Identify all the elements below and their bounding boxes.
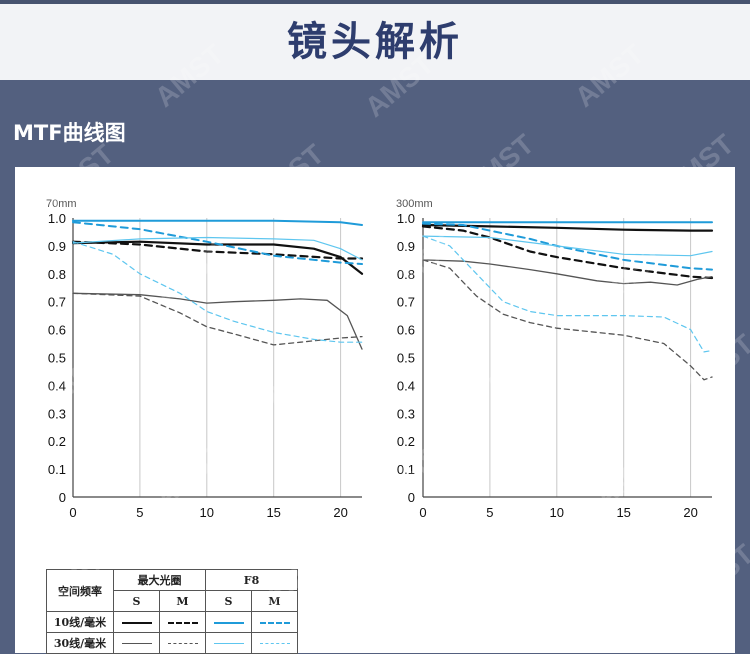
- chart-0-ytick-9: 0.9: [48, 239, 66, 254]
- section-title: MTF曲线图: [13, 121, 126, 145]
- chart-1-series-max-10-M: [421, 225, 714, 280]
- chart-0-series-max-10-M: [71, 240, 364, 260]
- chart-1-series-max-30-S: [422, 259, 713, 286]
- legend-s-f8: S: [205, 590, 252, 612]
- legend-row-10: 10线/毫米: [46, 611, 114, 633]
- chart-0-series-f8-30-M: [72, 241, 363, 343]
- chart-0-ytick-6: 0.6: [48, 323, 66, 338]
- chart-0-ytick-5: 0.5: [48, 351, 66, 366]
- legend-s-max: S: [113, 590, 160, 612]
- chart-0-xtick-4: 20: [333, 505, 347, 520]
- legend-swatch-f8-30-m: [251, 632, 298, 654]
- chart-0-xtick-2: 10: [200, 505, 214, 520]
- chart-0-ytick-4: 0.4: [48, 378, 66, 393]
- chart-1-xtick-1: 5: [486, 505, 493, 520]
- chart-0-ytick-0: 0: [59, 490, 66, 505]
- chart-0-ytick-2: 0.2: [48, 434, 66, 449]
- legend-row-header: 空间频率: [46, 569, 114, 612]
- chart-1-ytick-10: 1.0: [397, 211, 415, 226]
- chart-1-ytick-3: 0.3: [397, 406, 415, 421]
- legend-swatch-max-30-s: [113, 632, 160, 654]
- legend-swatch-f8-30-s: [205, 632, 252, 654]
- chart-0-ytick-7: 0.7: [48, 295, 66, 310]
- chart-1-series-f8-10-M: [422, 222, 713, 271]
- chart-1-xtick-2: 10: [550, 505, 564, 520]
- chart-1-ytick-4: 0.4: [397, 378, 415, 393]
- chart-1-ytick-1: 0.1: [397, 462, 415, 477]
- chart-0-series-f8-10-M: [72, 221, 363, 265]
- chart-1-ytick-2: 0.2: [397, 434, 415, 449]
- chart-1-series-max-10-S: [421, 223, 714, 232]
- chart-0-series-max-30-S: [72, 292, 363, 350]
- chart-0-ytick-3: 0.3: [48, 406, 66, 421]
- legend-swatch-f8-10-s: [205, 611, 252, 633]
- chart-0-title: 70mm: [46, 198, 77, 210]
- header-banner: 镜头解析: [0, 0, 750, 80]
- chart-0-xtick-3: 15: [266, 505, 280, 520]
- chart-1-ytick-5: 0.5: [397, 351, 415, 366]
- legend-m-max: M: [159, 590, 206, 612]
- legend-row-30: 30线/毫米: [46, 632, 114, 654]
- legend-swatch-max-30-m: [159, 632, 206, 654]
- chart-0-xtick-0: 0: [69, 505, 76, 520]
- chart-0-series-max-10-S: [71, 240, 364, 275]
- legend-group-f8: F8: [205, 569, 298, 591]
- chart-1-series-f8-30-M: [422, 235, 713, 353]
- chart-1-ytick-7: 0.7: [397, 295, 415, 310]
- chart-0-series-f8-30-S: [72, 236, 363, 261]
- legend-swatch-f8-10-m: [251, 611, 298, 633]
- chart-1-series-f8-30-S: [422, 235, 713, 257]
- chart-1-title: 300mm: [396, 198, 433, 210]
- chart-1-series-max-30-M: [422, 259, 713, 381]
- chart-1-xtick-3: 15: [616, 505, 630, 520]
- chart-0-series-f8-10-S: [72, 219, 363, 226]
- chart-0-xtick-1: 5: [136, 505, 143, 520]
- chart-1-xtick-0: 0: [419, 505, 426, 520]
- chart-1-ytick-6: 0.6: [397, 323, 415, 338]
- chart-0-ytick-10: 1.0: [48, 211, 66, 226]
- legend-m-f8: M: [251, 590, 298, 612]
- chart-1-ytick-9: 0.9: [397, 239, 415, 254]
- chart-1-xtick-4: 20: [683, 505, 697, 520]
- page-title: 镜头解析: [287, 19, 463, 65]
- chart-0-ytick-8: 0.8: [48, 267, 66, 282]
- legend-group-max: 最大光圈: [113, 569, 206, 591]
- chart-0-series-max-30-M: [72, 292, 363, 346]
- chart-0-ytick-1: 0.1: [48, 462, 66, 477]
- legend-swatch-max-10-m: [159, 611, 206, 633]
- chart-1-ytick-0: 0: [408, 490, 415, 505]
- legend-table: 空间频率 最大光圈 F8 S M S M 10线/毫米 30线/毫米: [46, 569, 298, 654]
- chart-1-ytick-8: 0.8: [397, 267, 415, 282]
- legend-swatch-max-10-s: [113, 611, 160, 633]
